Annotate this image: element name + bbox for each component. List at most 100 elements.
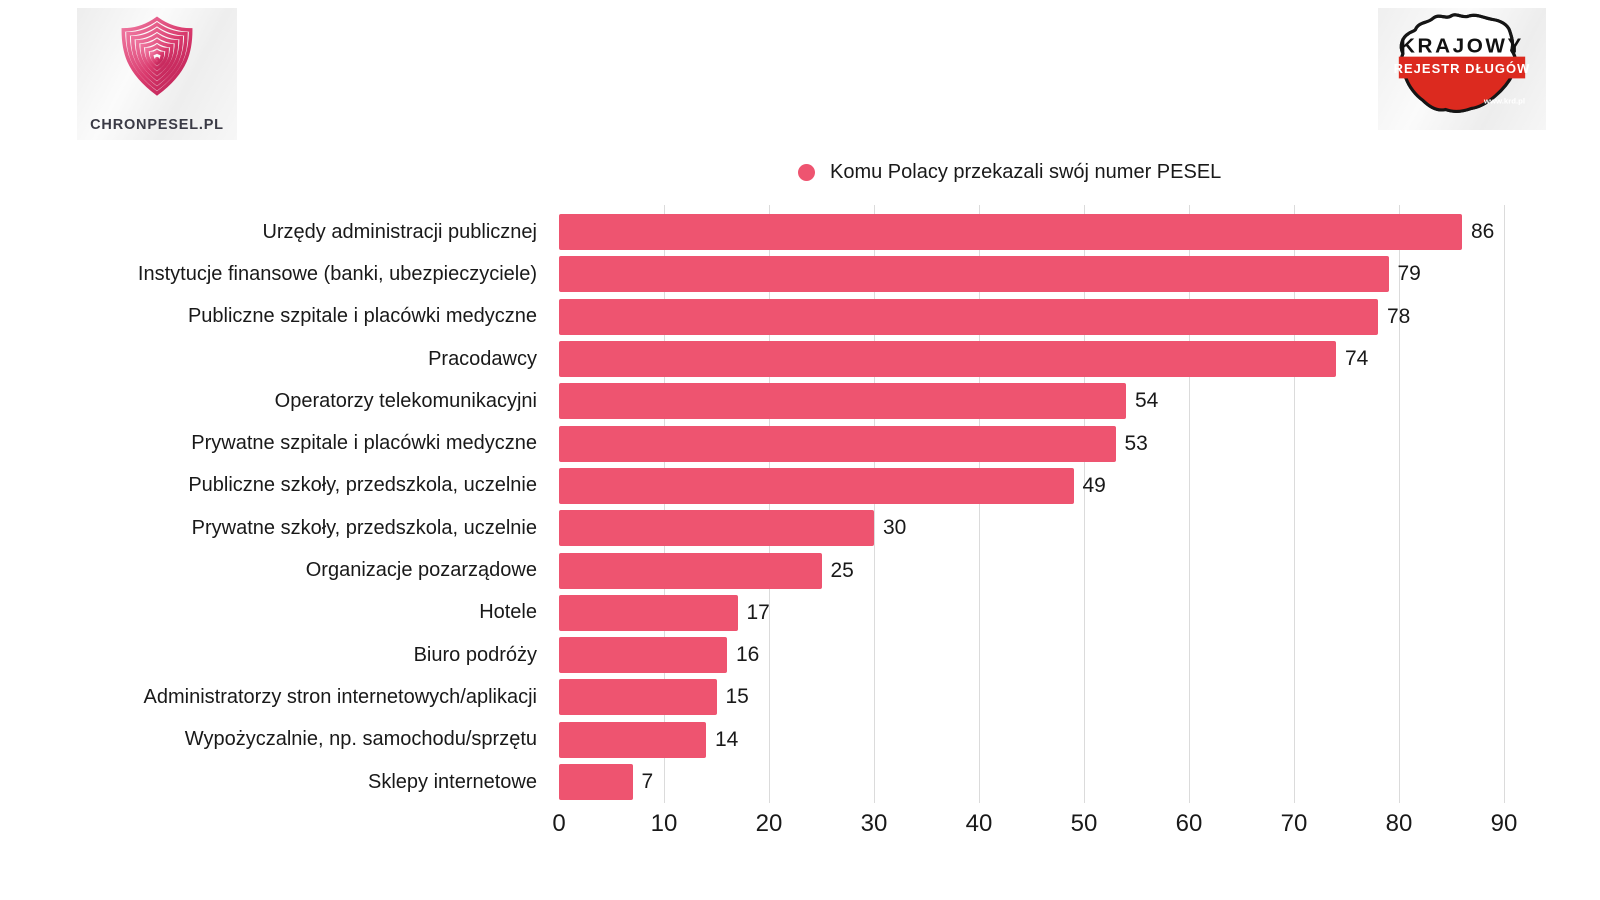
value-label: 30 xyxy=(883,516,907,540)
category-label: Organizacje pozarządowe xyxy=(305,559,537,582)
value-label: 54 xyxy=(1135,389,1159,413)
chart-row: Administratorzy stron internetowych/apli… xyxy=(60,676,1494,718)
legend-label: Komu Polacy przekazali swój numer PESEL xyxy=(830,160,1222,183)
chronpesel-logo-text: CHRONPESEL.PL xyxy=(90,117,224,133)
krd-logo-line1: KRAJOWY xyxy=(1400,34,1524,57)
chart-rows: Urzędy administracji publicznej 86 Instytu… xyxy=(60,211,1494,803)
bar-wrap: 16 xyxy=(559,637,760,674)
bar xyxy=(559,510,874,547)
gridline-20 xyxy=(769,205,770,803)
category-label: Prywatne szpitale i placówki medyczne xyxy=(191,432,537,455)
bar xyxy=(559,383,1126,420)
bar-wrap: 15 xyxy=(559,679,749,716)
bar xyxy=(559,594,738,631)
x-tick-label: 0 xyxy=(552,810,566,837)
category-label: Operatorzy telekomunikacyjni xyxy=(274,389,537,412)
x-tick-label: 10 xyxy=(650,810,678,837)
category-label: Biuro podróży xyxy=(413,643,537,666)
bar xyxy=(559,637,727,674)
category-label: Instytucje finansowe (banki, ubezpieczyc… xyxy=(137,262,537,285)
chart-row: Sklepy internetowe 7 xyxy=(60,761,1494,803)
gridline-80 xyxy=(1399,205,1400,803)
krd-logo: KRAJOWY REJESTR DŁUGÓW www.krd.pl xyxy=(1378,8,1546,130)
category-label: Sklepy internetowe xyxy=(368,770,537,793)
plot-gridlines xyxy=(559,205,1519,803)
bar xyxy=(559,679,717,716)
value-label: 53 xyxy=(1124,431,1148,455)
bar-wrap: 74 xyxy=(559,341,1369,378)
chart-row: Publiczne szkoły, przedszkola, uczelnie 4… xyxy=(60,465,1494,507)
x-tick-label: 50 xyxy=(1070,810,1098,837)
bar-wrap: 53 xyxy=(559,425,1148,462)
bar-wrap: 25 xyxy=(559,552,854,589)
bar-wrap: 86 xyxy=(559,214,1495,251)
krd-logo-line2: REJESTR DŁUGÓW xyxy=(1394,61,1531,76)
bar-wrap: 7 xyxy=(559,764,653,800)
chart-legend: Komu Polacy przekazali swój numer PESEL xyxy=(798,160,1221,184)
value-label: 15 xyxy=(725,685,749,709)
chronpesel-logo: CHRONPESEL.PL xyxy=(77,8,237,140)
value-label: 17 xyxy=(746,600,770,624)
bar-wrap: 30 xyxy=(559,510,907,547)
value-label: 16 xyxy=(736,643,760,667)
category-label: Pracodawcy xyxy=(428,347,537,370)
chart-row: Pracodawcy 74 xyxy=(60,338,1494,380)
bar xyxy=(559,721,706,758)
gridline-40 xyxy=(979,205,980,803)
chart-row: Hotele 17 xyxy=(60,592,1494,634)
category-label: Publiczne szpitale i placówki medyczne xyxy=(187,305,537,328)
bar xyxy=(559,552,822,589)
category-label: Administratorzy stron internetowych/apli… xyxy=(143,685,538,708)
legend-marker-icon xyxy=(798,163,815,181)
chart-row: Biuro podróży 16 xyxy=(60,634,1494,676)
fingerprint-shield-icon xyxy=(109,8,205,105)
gridline-50 xyxy=(1084,205,1085,803)
bar-wrap: 54 xyxy=(559,383,1159,420)
x-tick-label: 90 xyxy=(1490,810,1518,837)
chart-row: Prywatne szpitale i placówki medyczne 53 xyxy=(60,422,1494,464)
value-label: 49 xyxy=(1082,473,1106,497)
chart-row: Instytucje finansowe (banki, ubezpieczyc… xyxy=(60,253,1494,295)
bar xyxy=(559,425,1116,462)
chart-row: Wypożyczalnie, np. samochodu/sprzętu 14 xyxy=(60,719,1494,761)
bar-wrap: 49 xyxy=(559,467,1106,504)
value-label: 78 xyxy=(1387,304,1411,328)
x-tick-label: 70 xyxy=(1280,810,1308,837)
chart-row: Urzędy administracji publicznej 86 xyxy=(60,211,1494,253)
value-label: 74 xyxy=(1345,347,1369,371)
poland-map-icon: KRAJOWY REJESTR DŁUGÓW www.krd.pl xyxy=(1384,9,1540,130)
bar-wrap: 79 xyxy=(559,256,1421,293)
value-label: 7 xyxy=(641,770,654,793)
chart-row: Organizacje pozarządowe 25 xyxy=(60,549,1494,591)
bar-wrap: 17 xyxy=(559,594,770,631)
x-tick-label: 20 xyxy=(755,810,783,837)
category-label: Wypożyczalnie, np. samochodu/sprzętu xyxy=(184,728,537,751)
value-label: 14 xyxy=(715,727,739,751)
krd-logo-url: www.krd.pl xyxy=(1483,96,1525,105)
gridline-60 xyxy=(1189,205,1190,803)
x-tick-label: 60 xyxy=(1175,810,1203,837)
bar xyxy=(559,764,633,800)
gridline-30 xyxy=(874,205,875,803)
gridline-70 xyxy=(1294,205,1295,803)
value-label: 25 xyxy=(830,558,854,582)
gridline-10 xyxy=(664,205,665,803)
x-tick-label: 30 xyxy=(860,810,888,837)
x-tick-label: 80 xyxy=(1385,810,1413,837)
chart-row: Prywatne szkoły, przedszkola, uczelnie 30 xyxy=(60,507,1494,549)
bar-wrap: 78 xyxy=(559,298,1411,335)
chart-row: Publiczne szpitale i placówki medyczne 78 xyxy=(60,296,1494,338)
x-tick-label: 40 xyxy=(965,810,993,837)
category-label: Publiczne szkoły, przedszkola, uczelnie xyxy=(188,474,537,497)
category-label: Prywatne szkoły, przedszkola, uczelnie xyxy=(191,516,537,539)
gridline-90 xyxy=(1504,205,1505,803)
chart-row: Operatorzy telekomunikacyjni 54 xyxy=(60,380,1494,422)
bar xyxy=(559,341,1336,378)
category-label: Hotele xyxy=(479,601,537,624)
value-label: 79 xyxy=(1397,262,1421,286)
bar xyxy=(559,467,1074,504)
bar-wrap: 14 xyxy=(559,721,739,758)
bar xyxy=(559,298,1378,335)
value-label: 86 xyxy=(1471,220,1495,244)
bar xyxy=(559,256,1389,293)
